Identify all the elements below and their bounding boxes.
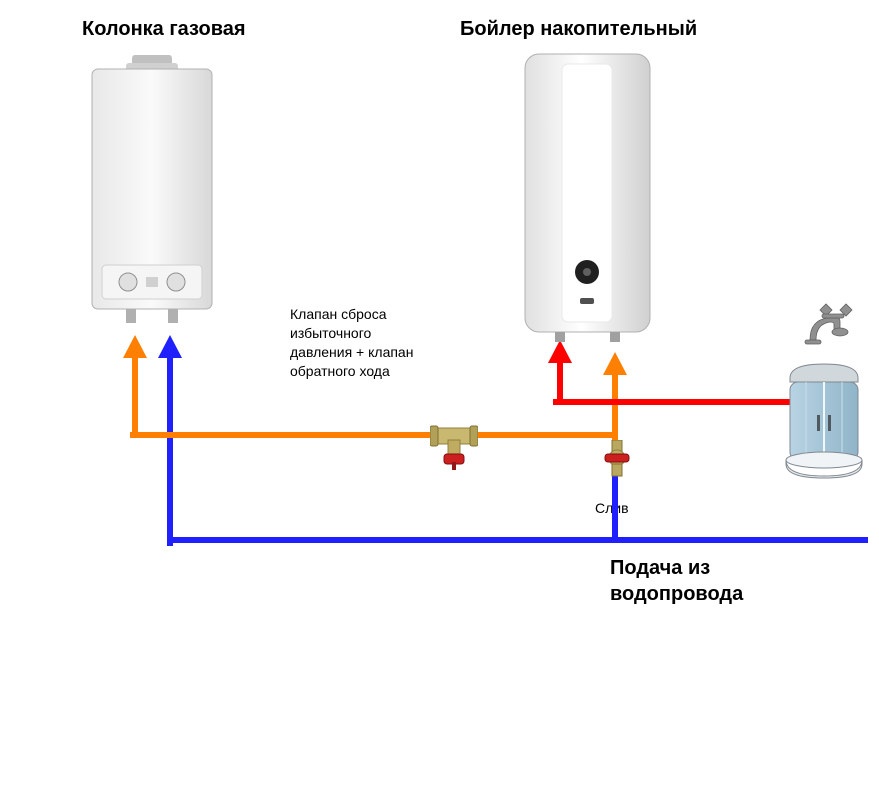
water-supply-label: Подача из водопровода	[610, 555, 743, 607]
drain-valve-icon	[603, 440, 631, 480]
gas-water-heater	[88, 55, 216, 323]
storage-boiler	[520, 50, 655, 342]
valve-label: Клапан сброса избыточного давления + кла…	[290, 305, 413, 381]
water-supply-line1: Подача из	[610, 555, 743, 581]
valve-label-line1: Клапан сброса	[290, 305, 413, 324]
faucet-icon	[790, 300, 860, 355]
valve-label-line3: давления + клапан	[290, 343, 413, 362]
drain-label: Слив	[595, 500, 629, 516]
valve-label-line2: избыточного	[290, 324, 413, 343]
valve-label-line4: обратного хода	[290, 362, 413, 381]
shower-cabin-icon	[782, 360, 867, 480]
water-supply-line2: водопровода	[610, 581, 743, 607]
gas-heater-label: Колонка газовая	[82, 18, 246, 41]
storage-boiler-label: Бойлер накопительный	[460, 18, 697, 41]
relief-valve-icon	[430, 410, 478, 472]
